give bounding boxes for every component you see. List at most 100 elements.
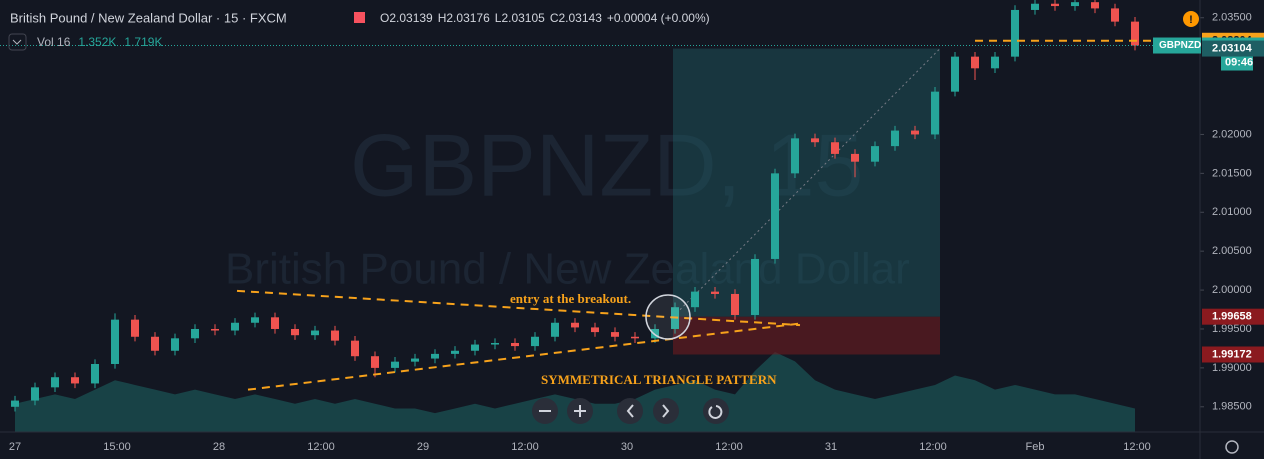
symbol-title: British Pound / New Zealand Dollar · 15 … bbox=[10, 10, 287, 25]
candle-body bbox=[851, 153, 859, 162]
candle-body bbox=[191, 328, 199, 339]
left-icon bbox=[626, 404, 634, 418]
price-label: 2.03104 bbox=[1212, 42, 1253, 54]
countdown: 09:46 bbox=[1225, 56, 1253, 68]
candle-body bbox=[991, 56, 999, 69]
candle-body bbox=[231, 322, 239, 331]
candle-body bbox=[251, 317, 259, 323]
x-tick-label: 12:00 bbox=[1123, 441, 1151, 453]
settings-button[interactable] bbox=[1225, 440, 1239, 454]
candle-body bbox=[1111, 8, 1119, 22]
candle-body bbox=[791, 138, 799, 174]
candle-body bbox=[931, 91, 939, 135]
candle-body bbox=[271, 317, 279, 329]
candle-body bbox=[711, 291, 719, 294]
y-tick-label: 2.02000 bbox=[1212, 128, 1252, 140]
ohlc-value: L2.03105 bbox=[495, 11, 545, 25]
volume-legend: 1.352K bbox=[78, 35, 116, 49]
candle-body bbox=[471, 344, 479, 351]
candle-body bbox=[311, 330, 319, 336]
candle-body bbox=[571, 322, 579, 328]
loss-zone bbox=[673, 316, 940, 355]
volume-legend: 1.719K bbox=[124, 35, 162, 49]
y-tick-label: 1.99000 bbox=[1212, 362, 1252, 374]
volume-area bbox=[15, 352, 1135, 432]
candle-body bbox=[751, 258, 759, 315]
candle-body bbox=[451, 350, 459, 354]
candle-body bbox=[731, 293, 739, 315]
y-tick-label: 2.01500 bbox=[1212, 167, 1252, 179]
x-tick-label: 12:00 bbox=[919, 441, 947, 453]
candle-body bbox=[1131, 21, 1139, 46]
candle-body bbox=[391, 361, 399, 368]
candle-body bbox=[1091, 2, 1099, 9]
candle-body bbox=[631, 336, 639, 339]
candle-body bbox=[831, 142, 839, 154]
ohlc-value: H2.03176 bbox=[438, 11, 490, 25]
countdown-bg bbox=[1221, 54, 1253, 71]
candle-body bbox=[1071, 2, 1079, 7]
price-label-bg bbox=[1202, 308, 1264, 325]
ohlc-value: +0.00004 (+0.00%) bbox=[607, 11, 710, 25]
x-tick-label: 28 bbox=[213, 441, 225, 453]
watermark-name: British Pound / New Zealand Dollar bbox=[225, 245, 910, 294]
y-tick-label: 2.01000 bbox=[1212, 206, 1252, 218]
reset-button[interactable] bbox=[703, 398, 729, 424]
x-tick-label: 27 bbox=[9, 441, 21, 453]
chevron-icon bbox=[12, 39, 22, 45]
candle-body bbox=[651, 328, 659, 339]
candle-body bbox=[511, 342, 519, 347]
entry-marker bbox=[645, 294, 691, 340]
candle-body bbox=[771, 173, 779, 259]
volume-legend: Vol 16 bbox=[37, 35, 71, 49]
candle-body bbox=[371, 356, 379, 368]
x-tick-label: 15:00 bbox=[103, 441, 131, 453]
scroll-left-button[interactable] bbox=[617, 398, 643, 424]
y-tick-label: 1.99500 bbox=[1212, 323, 1252, 335]
ohlc-value: C2.03143 bbox=[550, 11, 602, 25]
collapse-button[interactable] bbox=[8, 33, 27, 51]
symbol-tag: GBPNZD bbox=[1159, 40, 1201, 51]
x-tick-label: 12:00 bbox=[715, 441, 743, 453]
reset-icon bbox=[708, 405, 723, 419]
plus-icon bbox=[574, 405, 586, 417]
trendline bbox=[247, 322, 801, 391]
candle-body bbox=[531, 336, 539, 347]
annotation: SYMMETRICAL TRIANGLE PATTERN bbox=[541, 372, 777, 387]
candle-body bbox=[111, 319, 119, 364]
candle-body bbox=[331, 330, 339, 341]
candle-body bbox=[951, 56, 959, 92]
price-label-bg bbox=[1202, 40, 1264, 57]
candle-body bbox=[31, 387, 39, 401]
candle-body bbox=[971, 56, 979, 69]
candle-body bbox=[151, 336, 159, 351]
candle-body bbox=[1051, 3, 1059, 7]
candle-body bbox=[431, 353, 439, 359]
flag-icon[interactable] bbox=[354, 12, 365, 23]
price-label: 1.99658 bbox=[1212, 311, 1252, 323]
candle-body bbox=[911, 130, 919, 135]
x-tick-label: 12:00 bbox=[307, 441, 335, 453]
candle-body bbox=[91, 363, 99, 384]
y-tick-label: 1.98500 bbox=[1212, 401, 1252, 413]
warning-mark: ! bbox=[1189, 14, 1193, 26]
candle-body bbox=[411, 358, 419, 362]
position-path bbox=[672, 48, 941, 318]
candle-body bbox=[891, 130, 899, 147]
trendline bbox=[236, 289, 801, 327]
candle-body bbox=[491, 342, 499, 345]
candle-body bbox=[211, 328, 219, 331]
scroll-right-button[interactable] bbox=[653, 398, 679, 424]
y-tick-label: 2.00500 bbox=[1212, 245, 1252, 257]
y-tick-label: 2.00000 bbox=[1212, 284, 1252, 296]
candle-body bbox=[171, 338, 179, 351]
candle-body bbox=[611, 332, 619, 337]
candle-body bbox=[1011, 9, 1019, 57]
x-tick-label: 31 bbox=[825, 441, 837, 453]
warning-icon[interactable] bbox=[1183, 11, 1199, 27]
candle-body bbox=[591, 327, 599, 333]
candle-body bbox=[51, 377, 59, 388]
candle-body bbox=[71, 377, 79, 384]
